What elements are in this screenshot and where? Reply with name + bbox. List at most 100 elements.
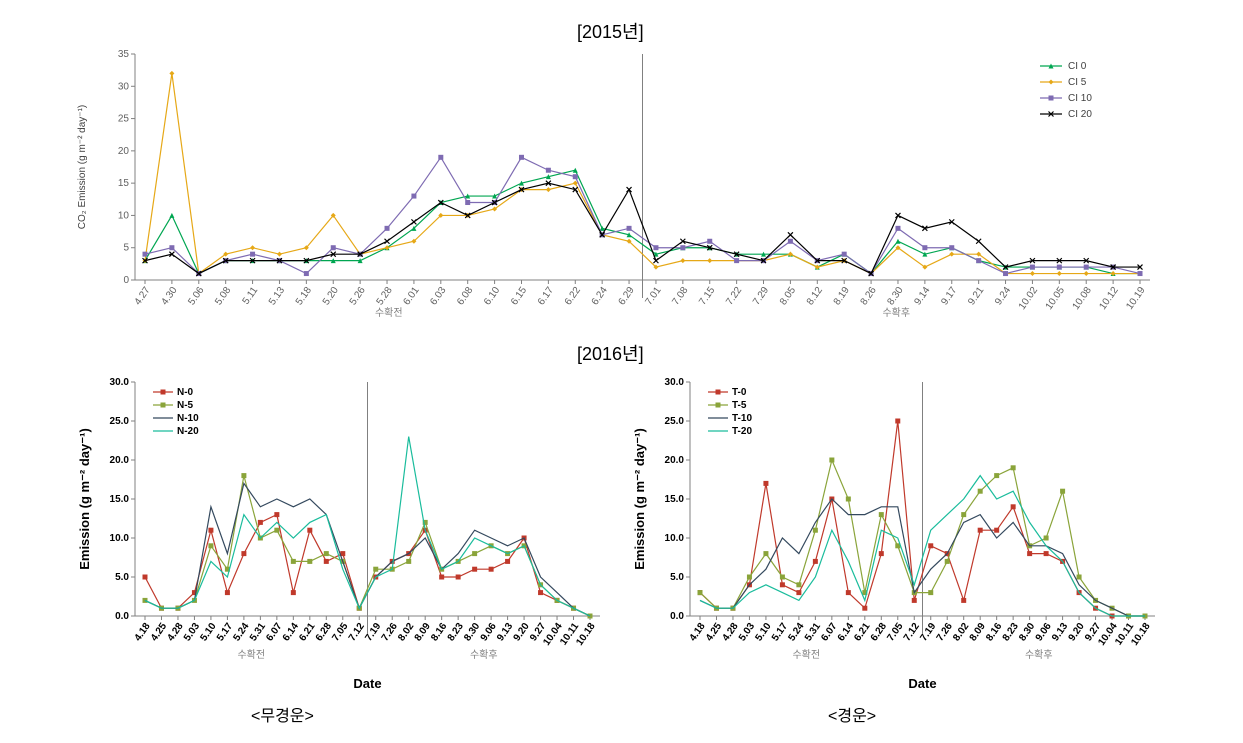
svg-text:5.17: 5.17 — [770, 621, 790, 644]
svg-text:6.10: 6.10 — [482, 285, 502, 308]
svg-text:6.28: 6.28 — [314, 621, 334, 644]
svg-text:4.25: 4.25 — [704, 621, 724, 644]
svg-text:CI 10: CI 10 — [1068, 93, 1092, 104]
svg-text:9.06: 9.06 — [1034, 621, 1054, 644]
svg-text:8.30: 8.30 — [1017, 621, 1037, 644]
svg-text:25.0: 25.0 — [110, 416, 130, 427]
svg-text:6.28: 6.28 — [869, 621, 889, 644]
svg-text:5.24: 5.24 — [231, 621, 251, 644]
svg-text:6.14: 6.14 — [836, 621, 856, 644]
svg-text:6.14: 6.14 — [281, 621, 301, 644]
svg-text:4.18: 4.18 — [133, 621, 153, 644]
svg-text:6.29: 6.29 — [617, 285, 637, 308]
svg-text:8.12: 8.12 — [805, 285, 825, 308]
svg-text:7.15: 7.15 — [697, 285, 717, 308]
sublabel-notill: <무경운> — [251, 702, 314, 726]
svg-text:Emission (g m⁻² day⁻¹): Emission (g m⁻² day⁻¹) — [77, 428, 92, 570]
svg-text:N-5: N-5 — [177, 400, 194, 411]
svg-text:9.17: 9.17 — [939, 285, 959, 308]
svg-text:Date: Date — [908, 676, 936, 691]
svg-text:CI 0: CI 0 — [1068, 61, 1087, 72]
svg-text:20.0: 20.0 — [665, 455, 685, 466]
svg-text:30.0: 30.0 — [665, 377, 685, 388]
svg-text:수확후: 수확후 — [470, 649, 498, 661]
svg-text:5.11: 5.11 — [241, 285, 261, 307]
svg-text:7.29: 7.29 — [751, 285, 771, 308]
svg-text:9.13: 9.13 — [1050, 621, 1070, 644]
svg-text:5.18: 5.18 — [294, 285, 314, 308]
svg-text:5.31: 5.31 — [803, 621, 823, 644]
svg-text:10.02: 10.02 — [1017, 285, 1041, 312]
svg-text:4.18: 4.18 — [688, 621, 708, 644]
svg-text:0: 0 — [123, 275, 129, 286]
svg-text:6.24: 6.24 — [590, 285, 610, 308]
svg-text:7.26: 7.26 — [380, 621, 400, 644]
svg-text:10: 10 — [118, 210, 130, 221]
svg-text:7.22: 7.22 — [724, 285, 744, 308]
svg-text:8.02: 8.02 — [396, 621, 416, 644]
chart-2016-left: 0.05.010.015.020.025.030.04.184.254.285.… — [75, 372, 610, 694]
svg-text:5.26: 5.26 — [348, 285, 368, 308]
svg-text:5.0: 5.0 — [115, 572, 129, 583]
svg-text:25.0: 25.0 — [665, 416, 685, 427]
svg-text:T-10: T-10 — [732, 413, 752, 424]
svg-text:5: 5 — [123, 243, 129, 254]
svg-text:8.05: 8.05 — [778, 285, 798, 308]
svg-text:10.18: 10.18 — [574, 621, 598, 648]
chart-2016-right: 0.05.010.015.020.025.030.04.184.254.285.… — [630, 372, 1165, 694]
svg-text:T-0: T-0 — [732, 387, 747, 398]
svg-text:9.21: 9.21 — [966, 285, 986, 308]
svg-text:5.06: 5.06 — [186, 285, 206, 308]
svg-text:7.08: 7.08 — [670, 285, 690, 308]
svg-text:0.0: 0.0 — [115, 611, 129, 622]
svg-text:수확전: 수확전 — [792, 649, 820, 661]
svg-text:10.12: 10.12 — [1097, 285, 1121, 312]
svg-text:수확후: 수확후 — [1025, 649, 1053, 661]
svg-text:CI 5: CI 5 — [1068, 77, 1087, 88]
svg-text:8.16: 8.16 — [429, 621, 449, 644]
svg-text:15.0: 15.0 — [110, 494, 130, 505]
svg-text:20: 20 — [118, 146, 130, 157]
svg-text:8.09: 8.09 — [413, 621, 433, 644]
title-2016: [2016년] — [577, 340, 644, 366]
svg-text:8.02: 8.02 — [951, 621, 971, 644]
svg-text:9.14: 9.14 — [912, 285, 932, 308]
svg-text:4.27: 4.27 — [133, 285, 153, 308]
svg-text:8.23: 8.23 — [1001, 621, 1021, 644]
svg-text:7.12: 7.12 — [347, 621, 367, 644]
svg-text:15: 15 — [118, 178, 130, 189]
svg-text:T-5: T-5 — [732, 400, 747, 411]
svg-text:4.28: 4.28 — [165, 621, 185, 644]
svg-text:10.08: 10.08 — [1071, 285, 1095, 312]
svg-text:6.08: 6.08 — [455, 285, 475, 308]
svg-text:5.17: 5.17 — [215, 621, 235, 644]
svg-text:5.10: 5.10 — [753, 621, 773, 644]
svg-text:5.10: 5.10 — [198, 621, 218, 644]
svg-text:9.20: 9.20 — [1067, 621, 1087, 644]
svg-text:30: 30 — [118, 81, 130, 92]
svg-text:10.18: 10.18 — [1129, 621, 1153, 648]
svg-text:4.28: 4.28 — [720, 621, 740, 644]
svg-text:20.0: 20.0 — [110, 455, 130, 466]
svg-text:6.03: 6.03 — [428, 285, 448, 308]
svg-text:6.01: 6.01 — [401, 285, 421, 308]
svg-text:7.19: 7.19 — [363, 621, 383, 644]
svg-text:수확후: 수확후 — [882, 307, 910, 319]
svg-text:5.03: 5.03 — [737, 621, 757, 644]
svg-text:Emission (g m⁻² day⁻¹): Emission (g m⁻² day⁻¹) — [632, 428, 647, 570]
svg-text:10.19: 10.19 — [1124, 285, 1148, 312]
svg-text:수확전: 수확전 — [375, 307, 403, 319]
svg-text:8.16: 8.16 — [984, 621, 1004, 644]
svg-text:5.20: 5.20 — [321, 285, 341, 308]
svg-text:5.0: 5.0 — [670, 572, 684, 583]
svg-text:T-20: T-20 — [732, 426, 752, 437]
svg-text:10.05: 10.05 — [1044, 285, 1068, 312]
svg-text:N-20: N-20 — [177, 426, 199, 437]
svg-text:10.0: 10.0 — [110, 533, 130, 544]
svg-text:4.25: 4.25 — [149, 621, 169, 644]
svg-text:7.05: 7.05 — [885, 621, 905, 644]
svg-text:7.05: 7.05 — [330, 621, 350, 644]
svg-text:5.08: 5.08 — [213, 285, 233, 308]
svg-text:7.19: 7.19 — [918, 621, 938, 644]
svg-text:9.13: 9.13 — [495, 621, 515, 644]
